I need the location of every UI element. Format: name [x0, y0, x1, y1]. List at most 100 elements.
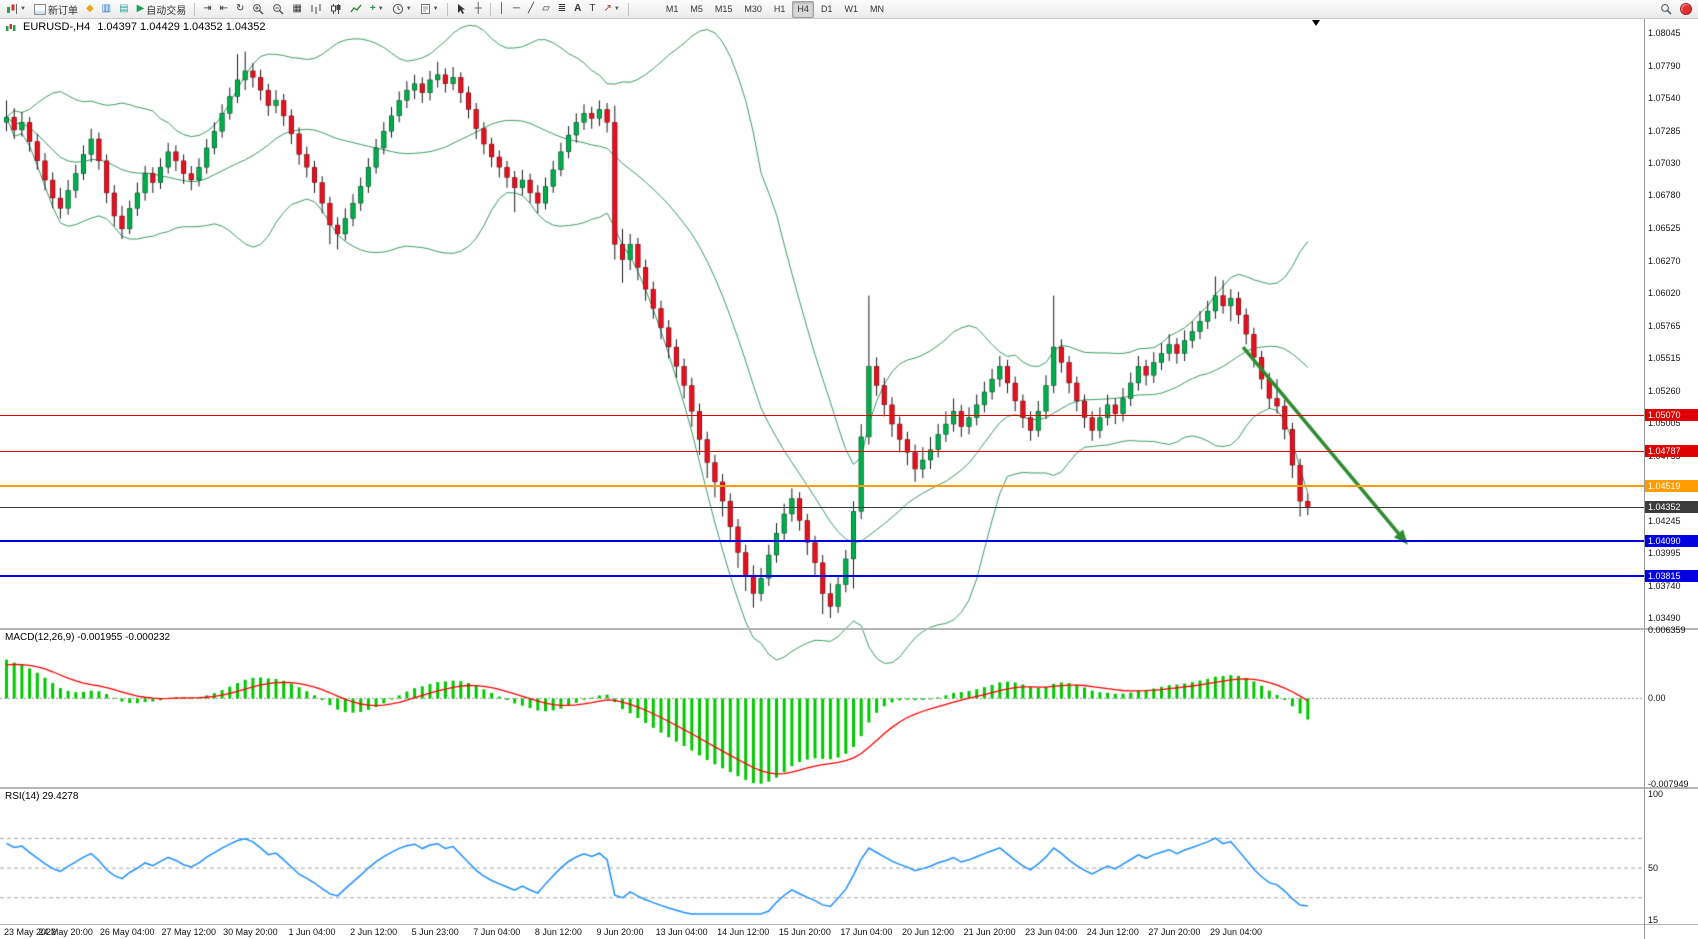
panel-divider-macd-rsi[interactable]: [0, 787, 1698, 789]
search-icon: [1661, 4, 1672, 15]
auto-scroll-icon: ⇥: [203, 3, 212, 14]
alert-icon: [1680, 3, 1692, 15]
chevron-down-icon: ▼: [613, 6, 620, 12]
timeframe-m30-button[interactable]: M30: [744, 4, 762, 14]
candlestick-chart-icon: [330, 4, 341, 14]
data-window-button[interactable]: ▤: [116, 2, 131, 17]
market-watch-icon: ▥: [101, 3, 112, 14]
periods-button[interactable]: ▼: [389, 2, 415, 17]
symbol-period-label: EURUSD-,H4: [23, 21, 91, 33]
crosshair-icon: ┼: [474, 3, 482, 14]
timeframe-m15-button[interactable]: M15: [714, 4, 733, 14]
arrow-object-icon: ↗: [603, 3, 612, 14]
time-axis[interactable]: [0, 925, 1644, 939]
price-axis-border: [1644, 18, 1645, 939]
new-chart-button[interactable]: ▼: [3, 2, 29, 17]
search-button[interactable]: [1657, 2, 1675, 17]
arrows-button[interactable]: ↗ ▼: [601, 2, 623, 17]
timeframe-h1-button[interactable]: H1: [773, 4, 786, 14]
price-axis[interactable]: [1645, 18, 1698, 924]
autotrading-label: 自动交易: [146, 5, 187, 17]
metaeditor-icon: ◆: [85, 3, 94, 14]
main-toolbar: ▼ 新订单 ◆ ▥ ▤ ▶ 自动交易 ⇥ ⇤ ↻ ▦ + ▼ ▼ ▼ ┼ │ ─: [0, 0, 1698, 19]
template-file-icon: [420, 4, 430, 14]
bar-chart-icon: [311, 4, 321, 14]
indicators-button[interactable]: + ▼: [367, 2, 387, 17]
autotrading-button[interactable]: ▶ 自动交易: [134, 2, 190, 17]
autotrading-play-icon: ▶: [136, 3, 145, 14]
symbol-chart-icon: [6, 23, 16, 31]
toolbar-separator: [627, 2, 629, 16]
toolbar-separator: [446, 2, 448, 16]
data-window-icon: ▤: [119, 3, 129, 14]
crosshair-button[interactable]: ┼: [472, 2, 485, 17]
zoom-in-icon: [253, 4, 264, 15]
cursor-icon: [457, 4, 465, 14]
chevron-down-icon: ▼: [20, 6, 26, 12]
zoom-out-button[interactable]: [269, 2, 287, 17]
fibonacci-icon: ≣: [557, 3, 567, 14]
text-label-button[interactable]: T: [586, 2, 598, 17]
market-watch-button[interactable]: ▥: [99, 2, 114, 17]
text-button[interactable]: A: [571, 2, 584, 17]
fibonacci-button[interactable]: ≣: [555, 2, 569, 17]
channel-button[interactable]: ▱: [539, 2, 553, 17]
text-icon: A: [574, 3, 582, 14]
chevron-down-icon: ▼: [432, 6, 439, 12]
chart-refresh-button[interactable]: ↻: [233, 2, 247, 17]
indicators-plus-icon: +: [369, 3, 376, 14]
zoom-in-button[interactable]: [249, 2, 267, 17]
timeframe-w1-button[interactable]: W1: [844, 4, 858, 14]
chart-shift-button[interactable]: ⇤: [217, 2, 231, 17]
chart-shift-icon: ⇤: [219, 3, 229, 14]
timeframe-m1-button[interactable]: M1: [665, 4, 679, 14]
line-chart-button[interactable]: [347, 2, 365, 17]
line-chart-icon: [350, 4, 362, 13]
ohlc-values: 1.04397 1.04429 1.04352 1.04352: [97, 21, 266, 33]
trendline-icon: ╱: [528, 3, 535, 14]
chart-shift-marker[interactable]: [1312, 20, 1320, 26]
cursor-button[interactable]: [453, 2, 470, 17]
zoom-out-icon: [273, 4, 284, 15]
refresh-icon: ↻: [236, 3, 245, 14]
toolbar-separator: [489, 2, 491, 16]
text-label-icon: T: [589, 3, 596, 14]
tile-windows-button[interactable]: ▦: [289, 2, 304, 17]
chart-legend: EURUSD-,H4 1.04397 1.04429 1.04352 1.043…: [5, 21, 265, 33]
new-chart-icon: [7, 4, 17, 14]
new-order-icon: [33, 3, 46, 15]
timeframe-mn-button[interactable]: MN: [869, 4, 884, 14]
chevron-down-icon: ▼: [377, 6, 384, 12]
macd-name: MACD(12,26,9): [5, 632, 75, 643]
rsi-value: 29.4278: [42, 791, 79, 802]
horizontal-line-button[interactable]: ─: [510, 2, 523, 17]
horizontal-line-icon: ─: [512, 3, 521, 14]
rsi-name: RSI(14): [5, 791, 40, 802]
timeframe-d1-button[interactable]: D1: [820, 4, 833, 14]
macd-values: -0.001955 -0.000232: [77, 632, 171, 643]
templates-button[interactable]: ▼: [417, 2, 442, 17]
toolbar-separator: [194, 2, 196, 16]
metaeditor-button[interactable]: ◆: [83, 2, 97, 17]
channel-icon: ▱: [542, 3, 550, 14]
panel-divider-main-macd[interactable]: [0, 628, 1698, 630]
timeframe-h4-button[interactable]: H4: [792, 0, 814, 18]
vertical-line-icon: │: [498, 3, 505, 14]
clock-icon: [392, 3, 403, 15]
trendline-button[interactable]: ╱: [525, 2, 537, 17]
chevron-down-icon: ▼: [405, 6, 412, 12]
tile-windows-icon: ▦: [292, 3, 302, 14]
bar-chart-button[interactable]: [307, 2, 325, 17]
auto-scroll-button[interactable]: ⇥: [200, 2, 214, 17]
vertical-line-button[interactable]: │: [496, 2, 508, 17]
timeframe-m5-button[interactable]: M5: [690, 4, 703, 14]
rsi-indicator-label: RSI(14) 29.4278: [5, 791, 78, 802]
macd-indicator-label: MACD(12,26,9) -0.001955 -0.000232: [5, 632, 170, 643]
candlestick-chart-button[interactable]: [327, 2, 345, 17]
time-axis-border: [0, 924, 1698, 925]
new-order-label: 新订单: [47, 5, 78, 17]
new-order-button[interactable]: 新订单: [31, 2, 81, 17]
notifications-button[interactable]: [1677, 2, 1695, 17]
